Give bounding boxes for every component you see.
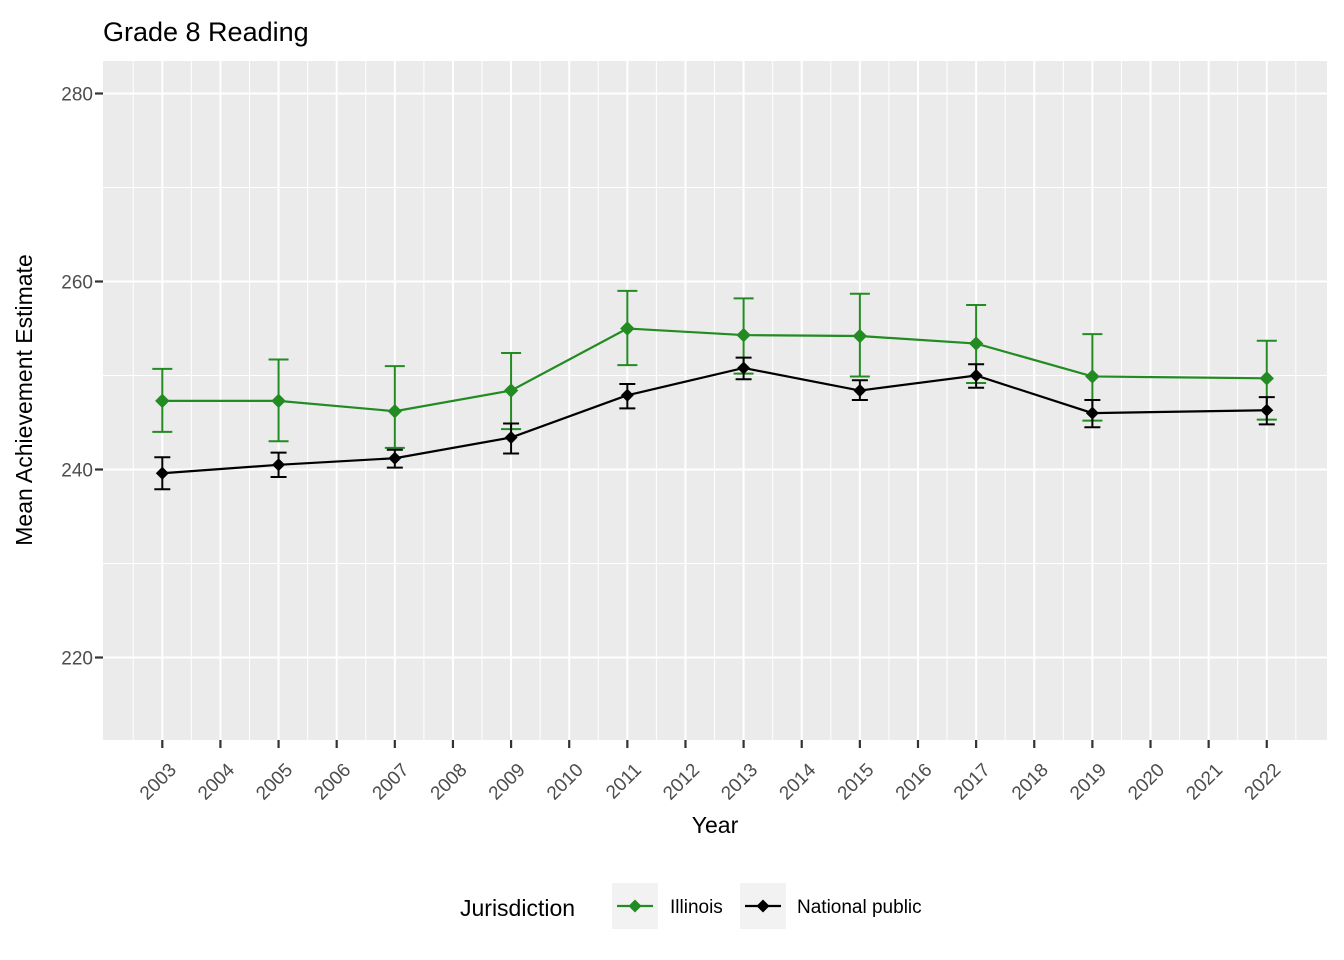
data-point — [271, 393, 286, 409]
y-tick-labels: 220 240 260 280 — [61, 85, 93, 670]
data-point — [503, 383, 519, 398]
data-point — [1260, 403, 1274, 417]
data-point — [1259, 371, 1274, 386]
x-axis-title: Year — [692, 812, 739, 838]
data-point — [620, 388, 634, 402]
legend-item-label: Illinois — [670, 897, 723, 918]
data-point — [272, 458, 286, 472]
y-tick-label: 220 — [61, 649, 93, 670]
data-point — [853, 384, 867, 398]
series-national-public — [154, 356, 1275, 491]
y-tick-label: 280 — [61, 85, 93, 106]
data-point — [388, 451, 402, 465]
y-tick-label: 260 — [61, 273, 93, 294]
y-axis-title: Mean Achievement Estimate — [11, 254, 37, 545]
data-point — [852, 328, 868, 344]
legend-diamond-marker — [756, 899, 770, 913]
data-point — [737, 361, 751, 375]
data-point — [155, 393, 170, 409]
legend-item-illinois: Illinois — [612, 883, 723, 929]
data-point — [736, 327, 751, 343]
data-point — [969, 369, 983, 382]
legend-item-national-public: National public — [740, 883, 922, 929]
y-tick-label: 240 — [61, 461, 93, 482]
series-layer — [152, 289, 1277, 491]
plot-title: Grade 8 Reading — [103, 17, 309, 47]
data-point — [155, 466, 169, 480]
data-point — [387, 404, 403, 419]
legend: Jurisdiction Illinois National public — [460, 883, 922, 929]
data-point — [968, 336, 984, 351]
legend-title: Jurisdiction — [460, 895, 575, 921]
legend-item-label: National public — [797, 897, 922, 918]
legend-diamond-marker — [628, 899, 642, 913]
series-line — [162, 366, 1267, 475]
gridlines-minor — [103, 61, 1327, 740]
data-point — [620, 321, 635, 336]
data-point — [504, 431, 518, 445]
series-line — [162, 327, 1267, 413]
data-point — [1085, 406, 1099, 420]
data-point — [1085, 369, 1100, 384]
axis-ticks — [95, 92, 1268, 748]
